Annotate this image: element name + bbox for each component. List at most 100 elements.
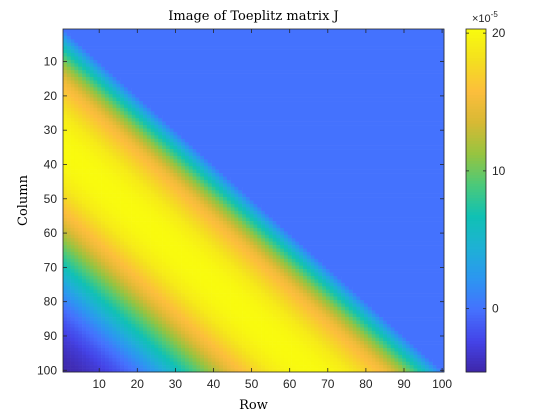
heatmap-cell <box>173 334 177 338</box>
heatmap-cell <box>135 262 139 266</box>
heatmap-cell <box>151 139 155 143</box>
heatmap-cell <box>212 266 216 270</box>
heatmap-cell <box>154 163 158 167</box>
heatmap-cell <box>139 341 143 345</box>
heatmap-cell <box>364 324 368 328</box>
heatmap-cell <box>334 307 338 311</box>
heatmap-cell <box>86 321 90 325</box>
heatmap-cell <box>90 84 94 88</box>
heatmap-cell <box>90 314 94 318</box>
heatmap-cell <box>162 194 166 198</box>
heatmap-cell <box>97 255 101 259</box>
heatmap-cell <box>82 283 86 287</box>
heatmap-cell <box>109 273 113 277</box>
heatmap-cell <box>170 132 174 136</box>
heatmap-cell <box>292 345 296 349</box>
heatmap-cell <box>105 166 109 170</box>
heatmap-cell <box>90 259 94 263</box>
heatmap-cell <box>238 300 242 304</box>
heatmap-cell <box>193 348 197 352</box>
heatmap-cell <box>261 345 265 349</box>
heatmap-cell <box>78 43 82 47</box>
heatmap-cell <box>63 98 67 102</box>
heatmap-cell <box>101 362 105 366</box>
heatmap-cell <box>177 293 181 297</box>
heatmap-cell <box>71 122 75 126</box>
heatmap-cell <box>124 355 128 359</box>
heatmap-cell <box>261 225 265 229</box>
heatmap-cell <box>177 152 181 156</box>
heatmap-cell <box>143 334 147 338</box>
heatmap-cell <box>154 166 158 170</box>
heatmap-cell <box>170 166 174 170</box>
heatmap-cell <box>196 341 200 345</box>
heatmap-cell <box>257 303 261 307</box>
heatmap-cell <box>215 283 219 287</box>
heatmap-cell <box>185 159 189 163</box>
heatmap-cell <box>67 221 71 225</box>
heatmap-cell <box>383 355 387 359</box>
heatmap-cell <box>288 293 292 297</box>
heatmap-cell <box>74 331 78 335</box>
heatmap-cell <box>132 152 136 156</box>
heatmap-cell <box>307 303 311 307</box>
heatmap-cell <box>314 255 318 259</box>
heatmap-cell <box>116 183 120 187</box>
heatmap-cell <box>196 286 200 290</box>
heatmap-cell <box>86 98 90 102</box>
heatmap-cell <box>116 365 120 369</box>
heatmap-cell <box>173 194 177 198</box>
heatmap-cell <box>124 290 128 294</box>
heatmap-cell <box>74 324 78 328</box>
heatmap-cell <box>208 324 212 328</box>
heatmap-cell <box>204 190 208 194</box>
heatmap-cell <box>71 180 75 184</box>
heatmap-cell <box>101 187 105 191</box>
heatmap-cell <box>303 334 307 338</box>
heatmap-cell <box>90 218 94 222</box>
heatmap-cell <box>143 279 147 283</box>
heatmap-cell <box>356 303 360 307</box>
heatmap-cell <box>193 249 197 253</box>
heatmap-cell <box>250 273 254 277</box>
heatmap-cell <box>250 362 254 366</box>
heatmap-cell <box>227 293 231 297</box>
heatmap-cell <box>86 63 90 67</box>
heatmap-cell <box>101 327 105 331</box>
heatmap-cell <box>82 297 86 301</box>
heatmap-cell <box>135 111 139 115</box>
heatmap-cell <box>128 149 132 153</box>
heatmap-cell <box>71 262 75 266</box>
heatmap-cell <box>280 310 284 314</box>
heatmap-cell <box>67 135 71 139</box>
heatmap-cell <box>120 334 124 338</box>
heatmap-cell <box>173 204 177 208</box>
heatmap-cell <box>196 211 200 215</box>
heatmap-cell <box>97 91 101 95</box>
heatmap-cell <box>322 314 326 318</box>
heatmap-cell <box>67 149 71 153</box>
heatmap-cell <box>120 190 124 194</box>
heatmap-cell <box>372 351 376 355</box>
heatmap-cell <box>273 252 277 256</box>
heatmap-cell <box>341 341 345 345</box>
heatmap-cell <box>227 310 231 314</box>
heatmap-cell <box>166 159 170 163</box>
heatmap-cell <box>257 262 261 266</box>
heatmap-cell <box>143 345 147 349</box>
heatmap-cell <box>219 245 223 249</box>
heatmap-cell <box>124 139 128 143</box>
heatmap-cell <box>353 314 357 318</box>
heatmap-cell <box>105 111 109 115</box>
heatmap-cell <box>280 351 284 355</box>
heatmap-cell <box>181 221 185 225</box>
heatmap-cell <box>345 334 349 338</box>
heatmap-cell <box>318 351 322 355</box>
heatmap-cell <box>158 218 162 222</box>
heatmap-cell <box>170 365 174 369</box>
heatmap-cell <box>269 259 273 263</box>
heatmap-cell <box>242 317 246 321</box>
heatmap-cell <box>154 118 158 122</box>
heatmap-cell <box>189 297 193 301</box>
heatmap-cell <box>93 80 97 84</box>
